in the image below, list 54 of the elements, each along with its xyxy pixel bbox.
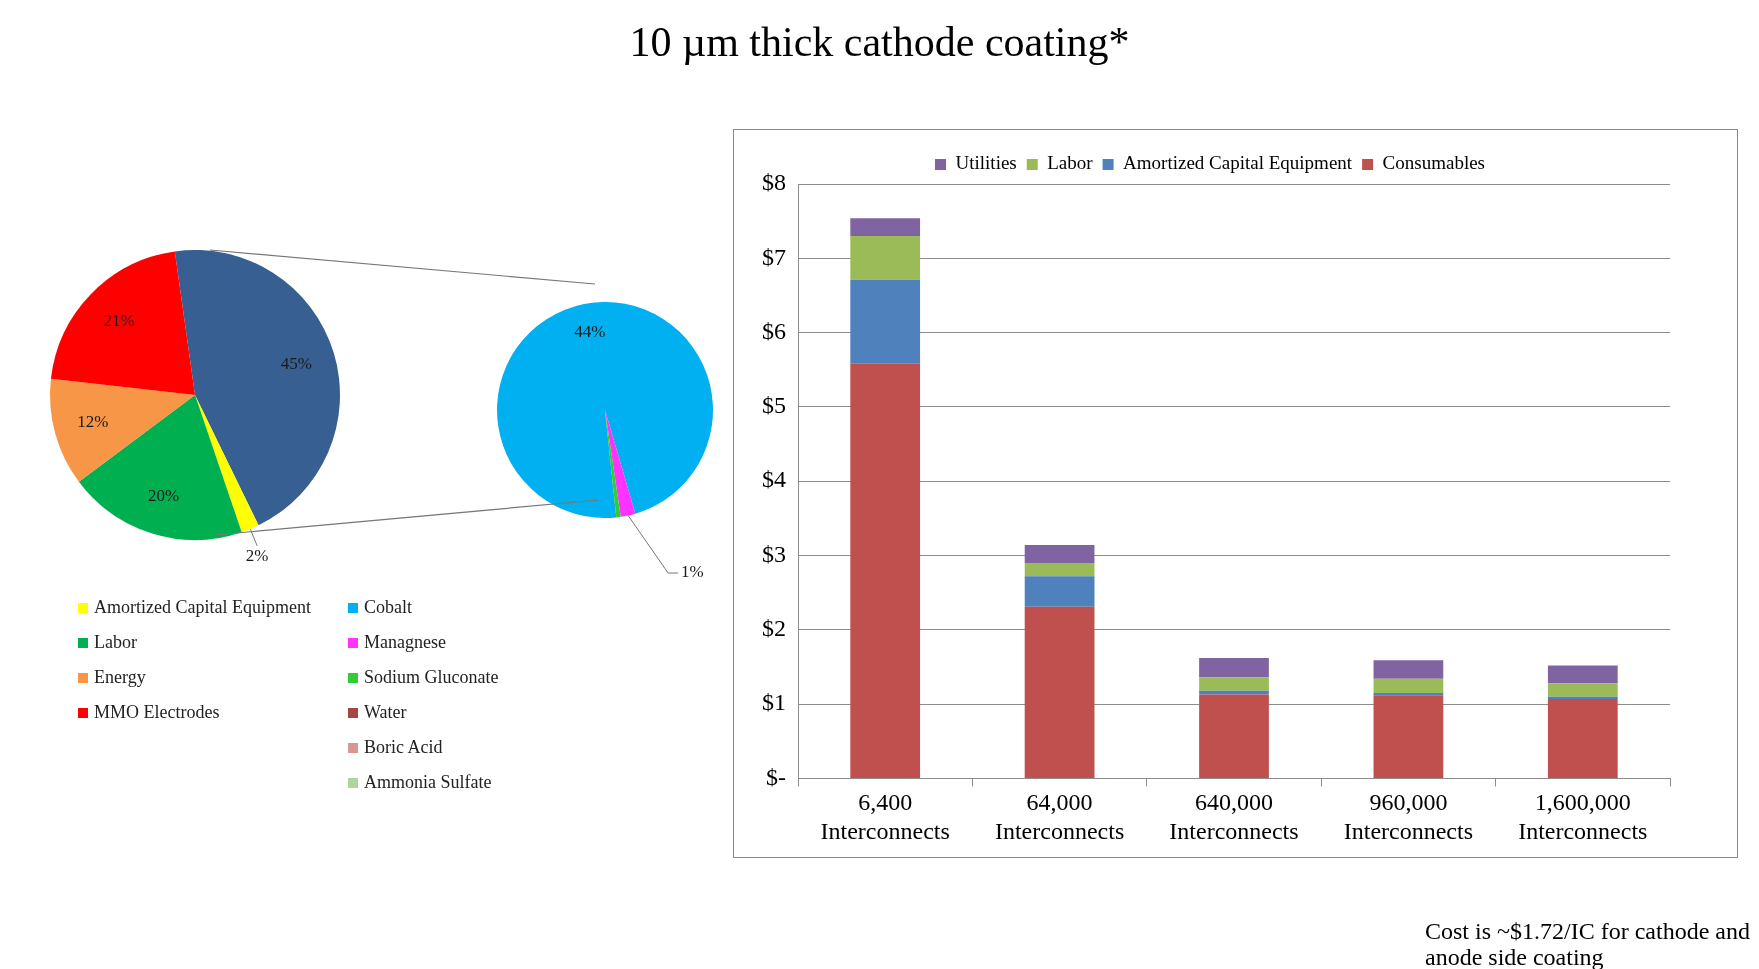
data-label: 12% [77,412,109,432]
bar [850,236,921,280]
legend-label: Water [364,702,407,723]
legend-label: Consumables [1382,152,1485,174]
x-tick-label: 64,000 Interconnects [994,789,1125,844]
x-tick-label: 640,000 Interconnects [1169,789,1299,844]
bar [850,218,921,237]
y-tick-label: $3 [762,540,786,567]
bar [1024,562,1095,577]
y-tick-label: $1 [762,689,786,716]
legend-label: Labor [94,632,137,653]
legend-label: Labor [1047,152,1094,174]
y-tick-label: $8 [762,169,786,196]
legend-label: Amortized Capital Equipment [94,597,311,618]
legend-label: Sodium Gluconate [364,667,499,688]
legend-label: MMO Electrodes [94,702,220,723]
legend-label: Managnese [364,632,446,653]
x-tick-label: 1,600,000 Interconnects [1518,789,1648,844]
legend-label: Cobalt [364,597,412,618]
y-tick-label: $7 [762,243,786,270]
bar [1199,677,1269,691]
bar [1024,606,1095,778]
data-label: 1% [681,562,704,582]
legend-label: Energy [94,667,146,688]
legend-label: Boric Acid [364,737,443,758]
bar [1547,698,1618,778]
legend-label: Utilities [955,152,1017,174]
y-tick-label: $2 [762,615,786,642]
data-label: 44% [574,322,606,342]
bar [850,363,921,778]
bar [1547,665,1618,684]
data-label: 45% [280,353,312,373]
y-tick-label: $4 [762,466,786,493]
x-tick-label: 960,000 Interconnects [1343,789,1474,844]
bar [850,279,921,364]
x-tick-label: 6,400 Interconnects [820,789,950,844]
legend-label: Amortized Capital Equipment [1123,152,1353,174]
y-tick-label: $6 [762,317,786,344]
bar [1547,696,1618,699]
data-label: 20% [148,485,180,505]
bar [1024,576,1095,607]
bar [1373,695,1444,778]
chart-title: 10 µm thick cathode coating* [628,18,1131,66]
bar [1547,683,1618,697]
bar [1024,545,1095,563]
data-label: 2% [245,546,269,566]
bar [1373,678,1444,693]
y-tick-label: $5 [762,392,786,419]
legend-label: Ammonia Sulfate [364,772,492,793]
y-tick-label: $- [766,763,786,790]
bar [1373,660,1444,679]
data-label: 21% [103,310,135,330]
bar [1199,658,1269,678]
bar [1199,694,1269,778]
